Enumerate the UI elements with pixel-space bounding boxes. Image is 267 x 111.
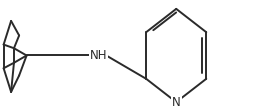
Text: N: N <box>172 96 180 109</box>
Text: NH: NH <box>90 49 108 62</box>
